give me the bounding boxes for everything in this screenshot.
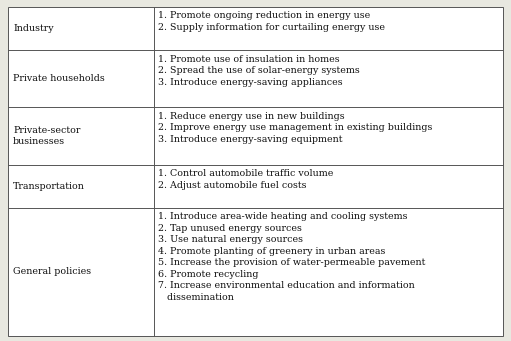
Text: Private households: Private households — [13, 74, 105, 83]
Text: 1. Promote use of insulation in homes
2. Spread the use of solar-energy systems
: 1. Promote use of insulation in homes 2.… — [158, 55, 360, 87]
Text: Private-sector
businesses: Private-sector businesses — [13, 126, 80, 146]
Text: Transportation: Transportation — [13, 182, 85, 191]
Text: 1. Reduce energy use in new buildings
2. Improve energy use management in existi: 1. Reduce energy use in new buildings 2.… — [158, 112, 432, 144]
Text: Industry: Industry — [13, 24, 54, 33]
Text: 1. Promote ongoing reduction in energy use
2. Supply information for curtailing : 1. Promote ongoing reduction in energy u… — [158, 12, 385, 32]
Text: 1. Control automobile traffic volume
2. Adjust automobile fuel costs: 1. Control automobile traffic volume 2. … — [158, 169, 333, 190]
Text: General policies: General policies — [13, 267, 91, 277]
Text: 1. Introduce area-wide heating and cooling systems
2. Tap unused energy sources
: 1. Introduce area-wide heating and cooli… — [158, 212, 425, 302]
